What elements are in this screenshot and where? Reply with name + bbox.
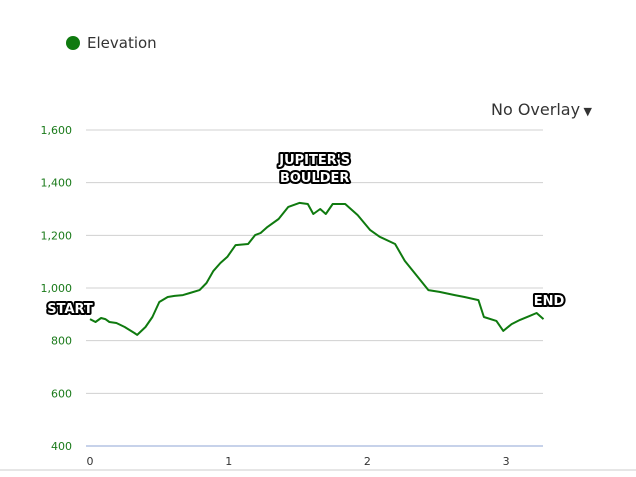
overlay-label: No Overlay (490, 100, 581, 119)
x-tick-label: 1 (225, 455, 232, 468)
x-tick-label: 0 (87, 455, 94, 468)
elevation-line (89, 201, 545, 336)
y-tick-label: 800 (51, 335, 72, 348)
caret-down-icon: ▼ (580, 105, 592, 118)
annotation-label: BOULDER (280, 171, 349, 186)
y-tick-label: 1,200 (41, 229, 73, 242)
legend-elevation[interactable]: Elevation (66, 34, 157, 52)
y-tick-label: 1,600 (41, 124, 73, 137)
y-tick-label: 400 (51, 440, 72, 453)
x-tick-label: 2 (364, 455, 371, 468)
y-tick-label: 600 (51, 387, 72, 400)
legend-label: Elevation (87, 34, 157, 52)
x-tick-label: 3 (503, 455, 510, 468)
annotation-label: START (47, 302, 93, 317)
overlay-dropdown[interactable]: No Overlay ▼ (491, 100, 592, 119)
y-tick-label: 1,000 (41, 282, 73, 295)
legend-dot-icon (66, 36, 80, 50)
annotation-label: END (534, 294, 565, 309)
y-tick-label: 1,400 (41, 177, 73, 190)
annotation-label: JUPITER'S (278, 153, 350, 168)
